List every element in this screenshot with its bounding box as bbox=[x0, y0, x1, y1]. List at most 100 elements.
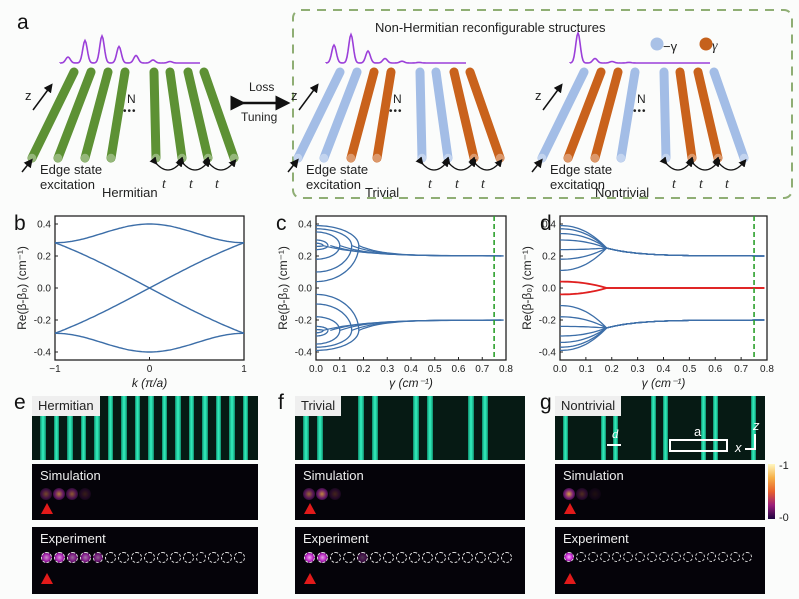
waveguide-end bbox=[713, 153, 723, 163]
structure-name-hermitian: Hermitian bbox=[102, 185, 158, 200]
waveguide-position-circle bbox=[474, 552, 486, 564]
simulated-intensity-spot bbox=[316, 488, 328, 500]
colorbar bbox=[768, 464, 775, 519]
structure-name-nontrivial: Nontrivial bbox=[595, 185, 650, 200]
waveguide-position-circle bbox=[395, 552, 407, 564]
waveguide-stripe bbox=[53, 396, 60, 460]
edge-state-label: Edge state bbox=[40, 162, 103, 177]
waveguide-position-circle bbox=[611, 552, 622, 562]
box-title: Non-Hermitian reconfigurable structures bbox=[375, 20, 606, 35]
waveguide-end bbox=[203, 153, 213, 163]
waveguide-end bbox=[687, 153, 697, 163]
simulation-panel-hermitian: Simulation bbox=[32, 464, 258, 520]
waveguide-position-circle bbox=[356, 552, 368, 564]
coupling-arc-icon bbox=[202, 156, 237, 171]
waveguide-end bbox=[537, 153, 547, 163]
waveguide-rod bbox=[659, 67, 671, 163]
spectrum-branch-upper_bulk bbox=[560, 247, 765, 272]
y-tick-label: -0.4 bbox=[295, 348, 313, 359]
spectrum-arc bbox=[316, 330, 324, 334]
coupling-arc-icon bbox=[149, 156, 184, 171]
experiment-label: Experiment bbox=[563, 531, 629, 546]
micrograph-hermitian: Hermitian bbox=[32, 396, 258, 460]
waveguide-position-circle bbox=[330, 552, 342, 564]
x-tick-label: 0.7 bbox=[475, 364, 489, 375]
waveguide-position-circle bbox=[435, 552, 447, 564]
y-axis-label: Re(β-β₀) (cm⁻¹) bbox=[276, 246, 290, 330]
waveguide-end bbox=[563, 153, 573, 163]
y-tick-label: 0.4 bbox=[37, 220, 51, 231]
waveguide-stripe bbox=[121, 396, 127, 460]
z-arrow-icon bbox=[32, 83, 53, 111]
waveguide-position-circle bbox=[131, 552, 142, 563]
waveguide-stripe bbox=[67, 396, 73, 460]
experiment-panel-hermitian: Experiment bbox=[32, 527, 258, 594]
y-axis-label: Re(β-β₀) (cm⁻¹) bbox=[15, 246, 29, 330]
panel-label-f: f bbox=[278, 391, 284, 414]
waveguide-end bbox=[27, 153, 37, 163]
y-tick-label: -0.2 bbox=[539, 316, 557, 327]
panel-label-e: e bbox=[14, 391, 26, 414]
spectrum-arc bbox=[315, 245, 353, 273]
waveguide-position-circle bbox=[448, 552, 460, 564]
y-tick-label: 0.0 bbox=[542, 284, 556, 295]
y-tick-label: -0.4 bbox=[34, 348, 52, 359]
waveguide-rod bbox=[165, 67, 187, 163]
coupling-t-label: t bbox=[215, 177, 219, 192]
excitation-marker-icon bbox=[304, 503, 316, 514]
tuning-label: Tuning bbox=[241, 110, 278, 124]
waveguide-position-circle bbox=[382, 552, 394, 564]
excitation-marker-icon bbox=[564, 503, 576, 514]
waveguide-position-circle bbox=[169, 552, 181, 563]
spectrum-branch-lower_bulk bbox=[560, 319, 765, 352]
waveguide-end bbox=[53, 153, 63, 163]
waveguide-end bbox=[495, 153, 505, 163]
excitation-marker-icon bbox=[41, 503, 53, 514]
waveguide-position-circle bbox=[500, 552, 512, 564]
simulation-label: Simulation bbox=[303, 468, 364, 483]
n-label: N bbox=[127, 92, 136, 106]
waveguide-stripe bbox=[663, 396, 669, 460]
experiment-panel-nontrivial: Experiment bbox=[555, 527, 765, 594]
waveguide-position-circle bbox=[635, 552, 646, 562]
panel-label-g: g bbox=[540, 391, 552, 414]
coupling-arc-icon bbox=[686, 156, 721, 171]
waveguide-end bbox=[293, 153, 303, 163]
x-tick-label: 1 bbox=[241, 364, 247, 375]
waveguide-stripe bbox=[481, 396, 488, 460]
waveguide-stripe bbox=[161, 396, 168, 460]
waveguide-position-circle bbox=[234, 552, 245, 563]
waveguide-stripe bbox=[700, 396, 706, 460]
waveguide-position-circle bbox=[144, 552, 155, 563]
n-label: N bbox=[393, 92, 402, 106]
coupling-t-label: t bbox=[189, 177, 193, 192]
x-tick-label: 0.6 bbox=[452, 364, 466, 375]
waveguide-position-circle bbox=[647, 552, 657, 562]
y-tick-label: 0.0 bbox=[37, 284, 51, 295]
simulation-panel-trivial: Simulation bbox=[295, 464, 525, 520]
x-tick-label: 0.5 bbox=[428, 364, 442, 375]
micrograph-trivial: Trivial bbox=[295, 396, 525, 460]
x-tick-label: 0.4 bbox=[657, 364, 671, 375]
waveguide-stripe bbox=[148, 396, 154, 460]
panel-label-d: d bbox=[540, 212, 552, 235]
d-scale-line bbox=[607, 444, 621, 446]
simulation-label: Simulation bbox=[563, 468, 624, 483]
coupling-arc-icon bbox=[415, 156, 450, 171]
waveguide-stripe bbox=[650, 396, 656, 460]
z-axis-label: z bbox=[535, 88, 542, 103]
waveguide-end bbox=[661, 153, 671, 163]
waveguide-rod bbox=[675, 67, 697, 163]
excitation-label: excitation bbox=[40, 177, 95, 192]
spectrum-arc bbox=[316, 328, 324, 331]
waveguide-stripe bbox=[242, 396, 249, 460]
waveguide-position-circle bbox=[66, 552, 78, 563]
waveguide-position-circle bbox=[564, 552, 574, 562]
structure-tag: Hermitian bbox=[32, 396, 100, 416]
ellipsis-dots: ••• bbox=[123, 106, 137, 117]
simulated-intensity-spot bbox=[66, 488, 78, 500]
waveguide-array-nontrivial bbox=[531, 30, 749, 173]
non-hermitian-box bbox=[292, 9, 793, 199]
simulated-intensity-spot bbox=[53, 488, 65, 500]
structure-tag: Trivial bbox=[295, 396, 342, 416]
